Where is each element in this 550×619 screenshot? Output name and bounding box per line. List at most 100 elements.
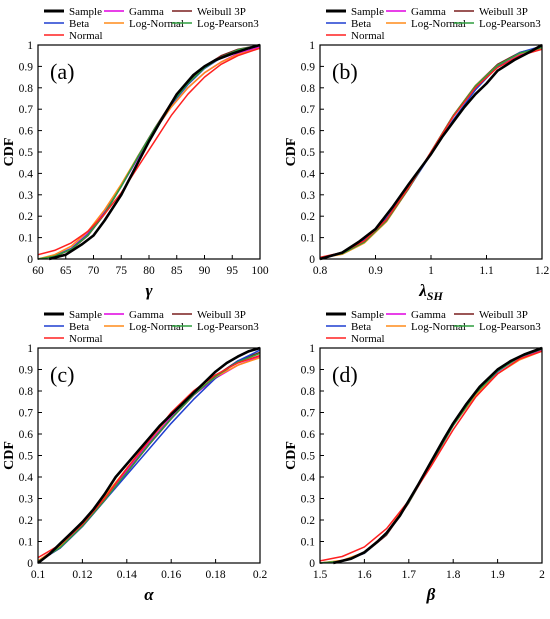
legend-label: Log-Pearson3 [197,18,259,30]
y-tick-label: 0.6 [19,429,34,441]
y-tick-label: 0 [27,254,33,266]
y-tick-label: 0.1 [301,537,316,549]
x-axis-label: α [144,585,154,604]
x-tick-label: 85 [171,265,183,277]
y-tick-label: 0 [309,254,315,266]
legend-label: Normal [351,30,385,42]
y-tick-label: 0.3 [19,190,34,202]
x-tick-label: 0.12 [72,569,92,581]
series-line-normal [37,47,261,256]
legend-label: Beta [351,18,371,30]
y-tick-label: 0.9 [301,365,316,377]
legend-label: Beta [69,18,89,30]
series-line-sample [37,346,261,565]
y-tick-label: 0.7 [301,104,316,116]
y-tick-label: 0.8 [19,386,34,398]
legend-label: Sample [351,6,384,18]
panel-d: Sample Gamma Weibull 3P Beta Log-Normal Log-P… [284,309,545,604]
y-tick-label: 0.9 [301,61,316,73]
x-tick-label: 1 [428,265,434,277]
x-tick-label: 60 [32,265,44,277]
y-tick-label: 0.4 [301,472,316,484]
x-tick-label: 0.2 [253,569,268,581]
y-tick-label: 0.4 [19,472,34,484]
x-tick-label: 75 [116,265,128,277]
x-axis-label: λSH [418,281,443,303]
y-tick-label: 0.2 [301,211,316,223]
y-tick-label: 0.6 [301,126,316,138]
x-tick-label: 65 [60,265,72,277]
y-tick-label: 0.4 [19,168,34,180]
y-tick-label: 0.1 [19,233,34,245]
panel-label: (b) [332,59,358,84]
panel-label: (a) [50,59,74,84]
y-tick-label: 0.2 [301,515,316,527]
y-tick-label: 0 [309,558,315,570]
x-tick-label: 0.18 [206,569,226,581]
x-axis-label-subscript: SH [427,289,444,303]
y-tick-label: 0.3 [301,190,316,202]
x-tick-label: 0.14 [117,569,137,581]
y-tick-label: 0.1 [301,233,316,245]
y-tick-label: 0.8 [301,83,316,95]
x-tick-label: 0.16 [161,569,181,581]
y-tick-label: 0.2 [19,515,34,527]
x-tick-label: 0.8 [313,265,328,277]
y-axis-label: CDF [284,441,299,470]
y-tick-label: 0.5 [301,451,316,463]
legend-label: Gamma [411,6,446,18]
y-tick-label: 0.3 [19,494,34,506]
legend-label: Normal [69,333,103,345]
legend-label: Sample [69,6,102,18]
series-line-gamma [37,355,261,562]
y-tick-label: 0.8 [301,386,316,398]
legend-label: Gamma [129,6,164,18]
legend-label: Beta [351,321,371,333]
legend-label: Weibull 3P [197,309,246,321]
y-tick-label: 1 [309,343,315,355]
series-line-sample [48,43,261,261]
y-tick-label: 0.3 [301,494,316,506]
legend-label: Weibull 3P [479,6,528,18]
y-tick-label: 0.1 [19,537,34,549]
legend-label: Log-Pearson3 [197,321,259,333]
series-line-normal [319,350,543,562]
x-axis-label: β [426,585,436,604]
x-tick-label: 1.9 [490,569,505,581]
legend-label: Weibull 3P [197,6,246,18]
legend-label: Normal [351,333,385,345]
y-tick-label: 0.5 [19,147,34,159]
y-tick-label: 0.6 [19,126,34,138]
legend-label: Log-Pearson3 [479,321,541,333]
y-tick-label: 1 [27,40,33,52]
legend-label: Sample [351,309,384,321]
legend-label: Beta [69,321,89,333]
panel-label: (d) [332,362,358,387]
x-tick-label: 1.7 [402,569,417,581]
x-tick-label: 1.2 [535,265,550,277]
series-line-sample [332,346,543,565]
y-tick-label: 1 [309,40,315,52]
y-tick-label: 1 [27,343,33,355]
x-axis-label: γ [145,281,153,300]
legend-label: Log-Pearson3 [479,18,541,30]
y-tick-label: 0.7 [19,408,34,420]
series-line-log-normal [37,356,261,562]
x-tick-label: 80 [143,265,155,277]
x-tick-label: 90 [199,265,211,277]
x-tick-label: 100 [251,265,269,277]
y-axis-label: CDF [2,441,17,470]
panel-a: Sample Gamma Weibull 3P Beta Log-Normal Log-P… [2,6,269,300]
x-tick-label: 2 [539,569,545,581]
x-tick-label: 1.1 [479,265,494,277]
x-tick-label: 1.8 [446,569,461,581]
legend-label: Weibull 3P [479,309,528,321]
y-tick-label: 0.7 [301,408,316,420]
y-tick-label: 0.2 [19,211,34,223]
x-tick-label: 0.1 [31,569,46,581]
y-tick-label: 0.4 [301,168,316,180]
y-axis-label: CDF [2,138,17,167]
y-tick-label: 0.7 [19,104,34,116]
